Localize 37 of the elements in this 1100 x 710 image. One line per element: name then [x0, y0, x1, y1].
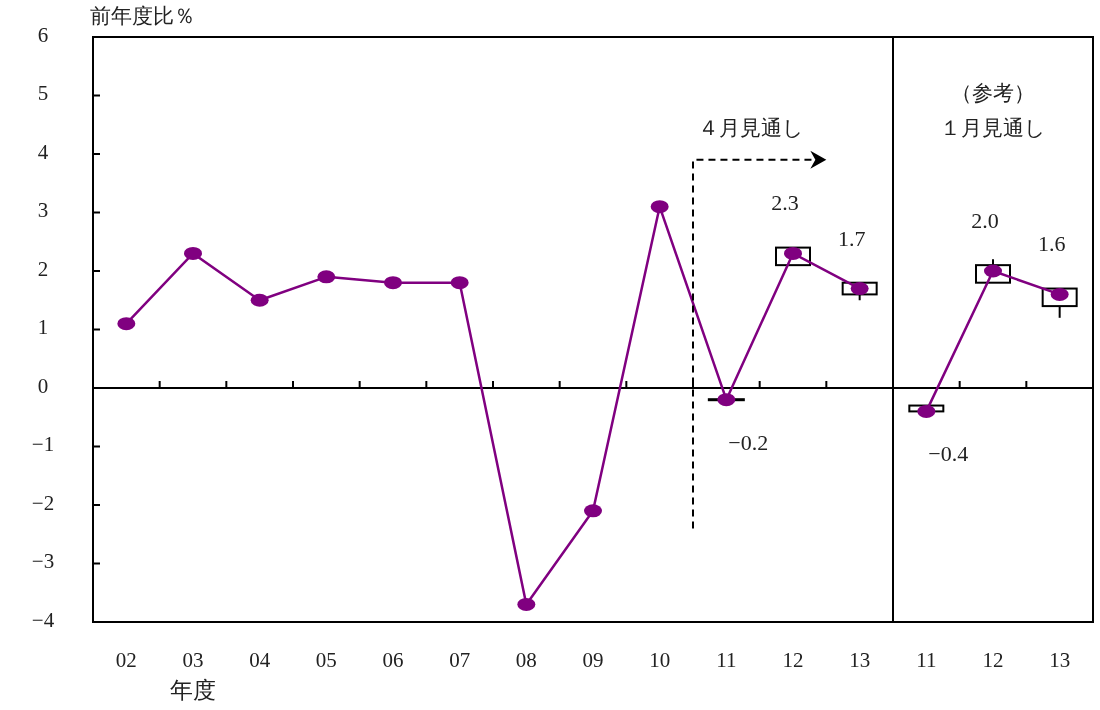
y-tick-label: −1 [31, 432, 55, 457]
y-tick-label: 0 [37, 373, 49, 398]
x-tick-label: 10 [649, 647, 671, 672]
y-tick-label: −2 [31, 490, 55, 515]
data-label: 2.0 [971, 208, 999, 234]
x-tick-label: 05 [315, 647, 337, 672]
annotation: ４月見通し [698, 115, 805, 140]
x-tick-label: 11 [916, 647, 937, 672]
annotation: （参考） [951, 80, 1035, 105]
x-tick-label: 03 [182, 647, 204, 672]
y-axis-title: 前年度比％ [90, 3, 195, 28]
x-axis-title: 年度 [170, 678, 216, 704]
x-tick-label: 13 [849, 647, 871, 672]
y-tick-label: 6 [37, 22, 49, 47]
data-label: −0.2 [728, 429, 769, 455]
y-tick-label: 2 [37, 256, 49, 281]
data-label: −0.4 [928, 441, 969, 467]
x-tick-label: 12 [782, 647, 804, 672]
y-tick-label: 4 [37, 139, 49, 164]
data-label: 1.6 [1037, 231, 1066, 257]
data-label: 1.7 [837, 225, 866, 251]
x-tick-label: 09 [582, 647, 604, 672]
x-tick-label: 13 [1049, 647, 1071, 672]
data-label: 2.3 [771, 190, 799, 216]
x-tick-label: 11 [716, 647, 737, 672]
y-tick-label: −3 [31, 549, 55, 574]
x-tick-label: 08 [515, 647, 537, 672]
x-tick-label: 06 [382, 647, 404, 672]
y-tick-label: 3 [37, 198, 49, 223]
annotation: １月見通し [940, 115, 1046, 140]
y-tick-label: 1 [37, 315, 49, 340]
x-tick-label: 04 [249, 647, 271, 672]
x-tick-label: 07 [449, 647, 471, 672]
y-tick-label: −4 [31, 607, 55, 632]
x-tick-label: 02 [115, 647, 137, 672]
y-tick-label: 5 [37, 81, 49, 106]
x-tick-label: 12 [982, 647, 1004, 672]
